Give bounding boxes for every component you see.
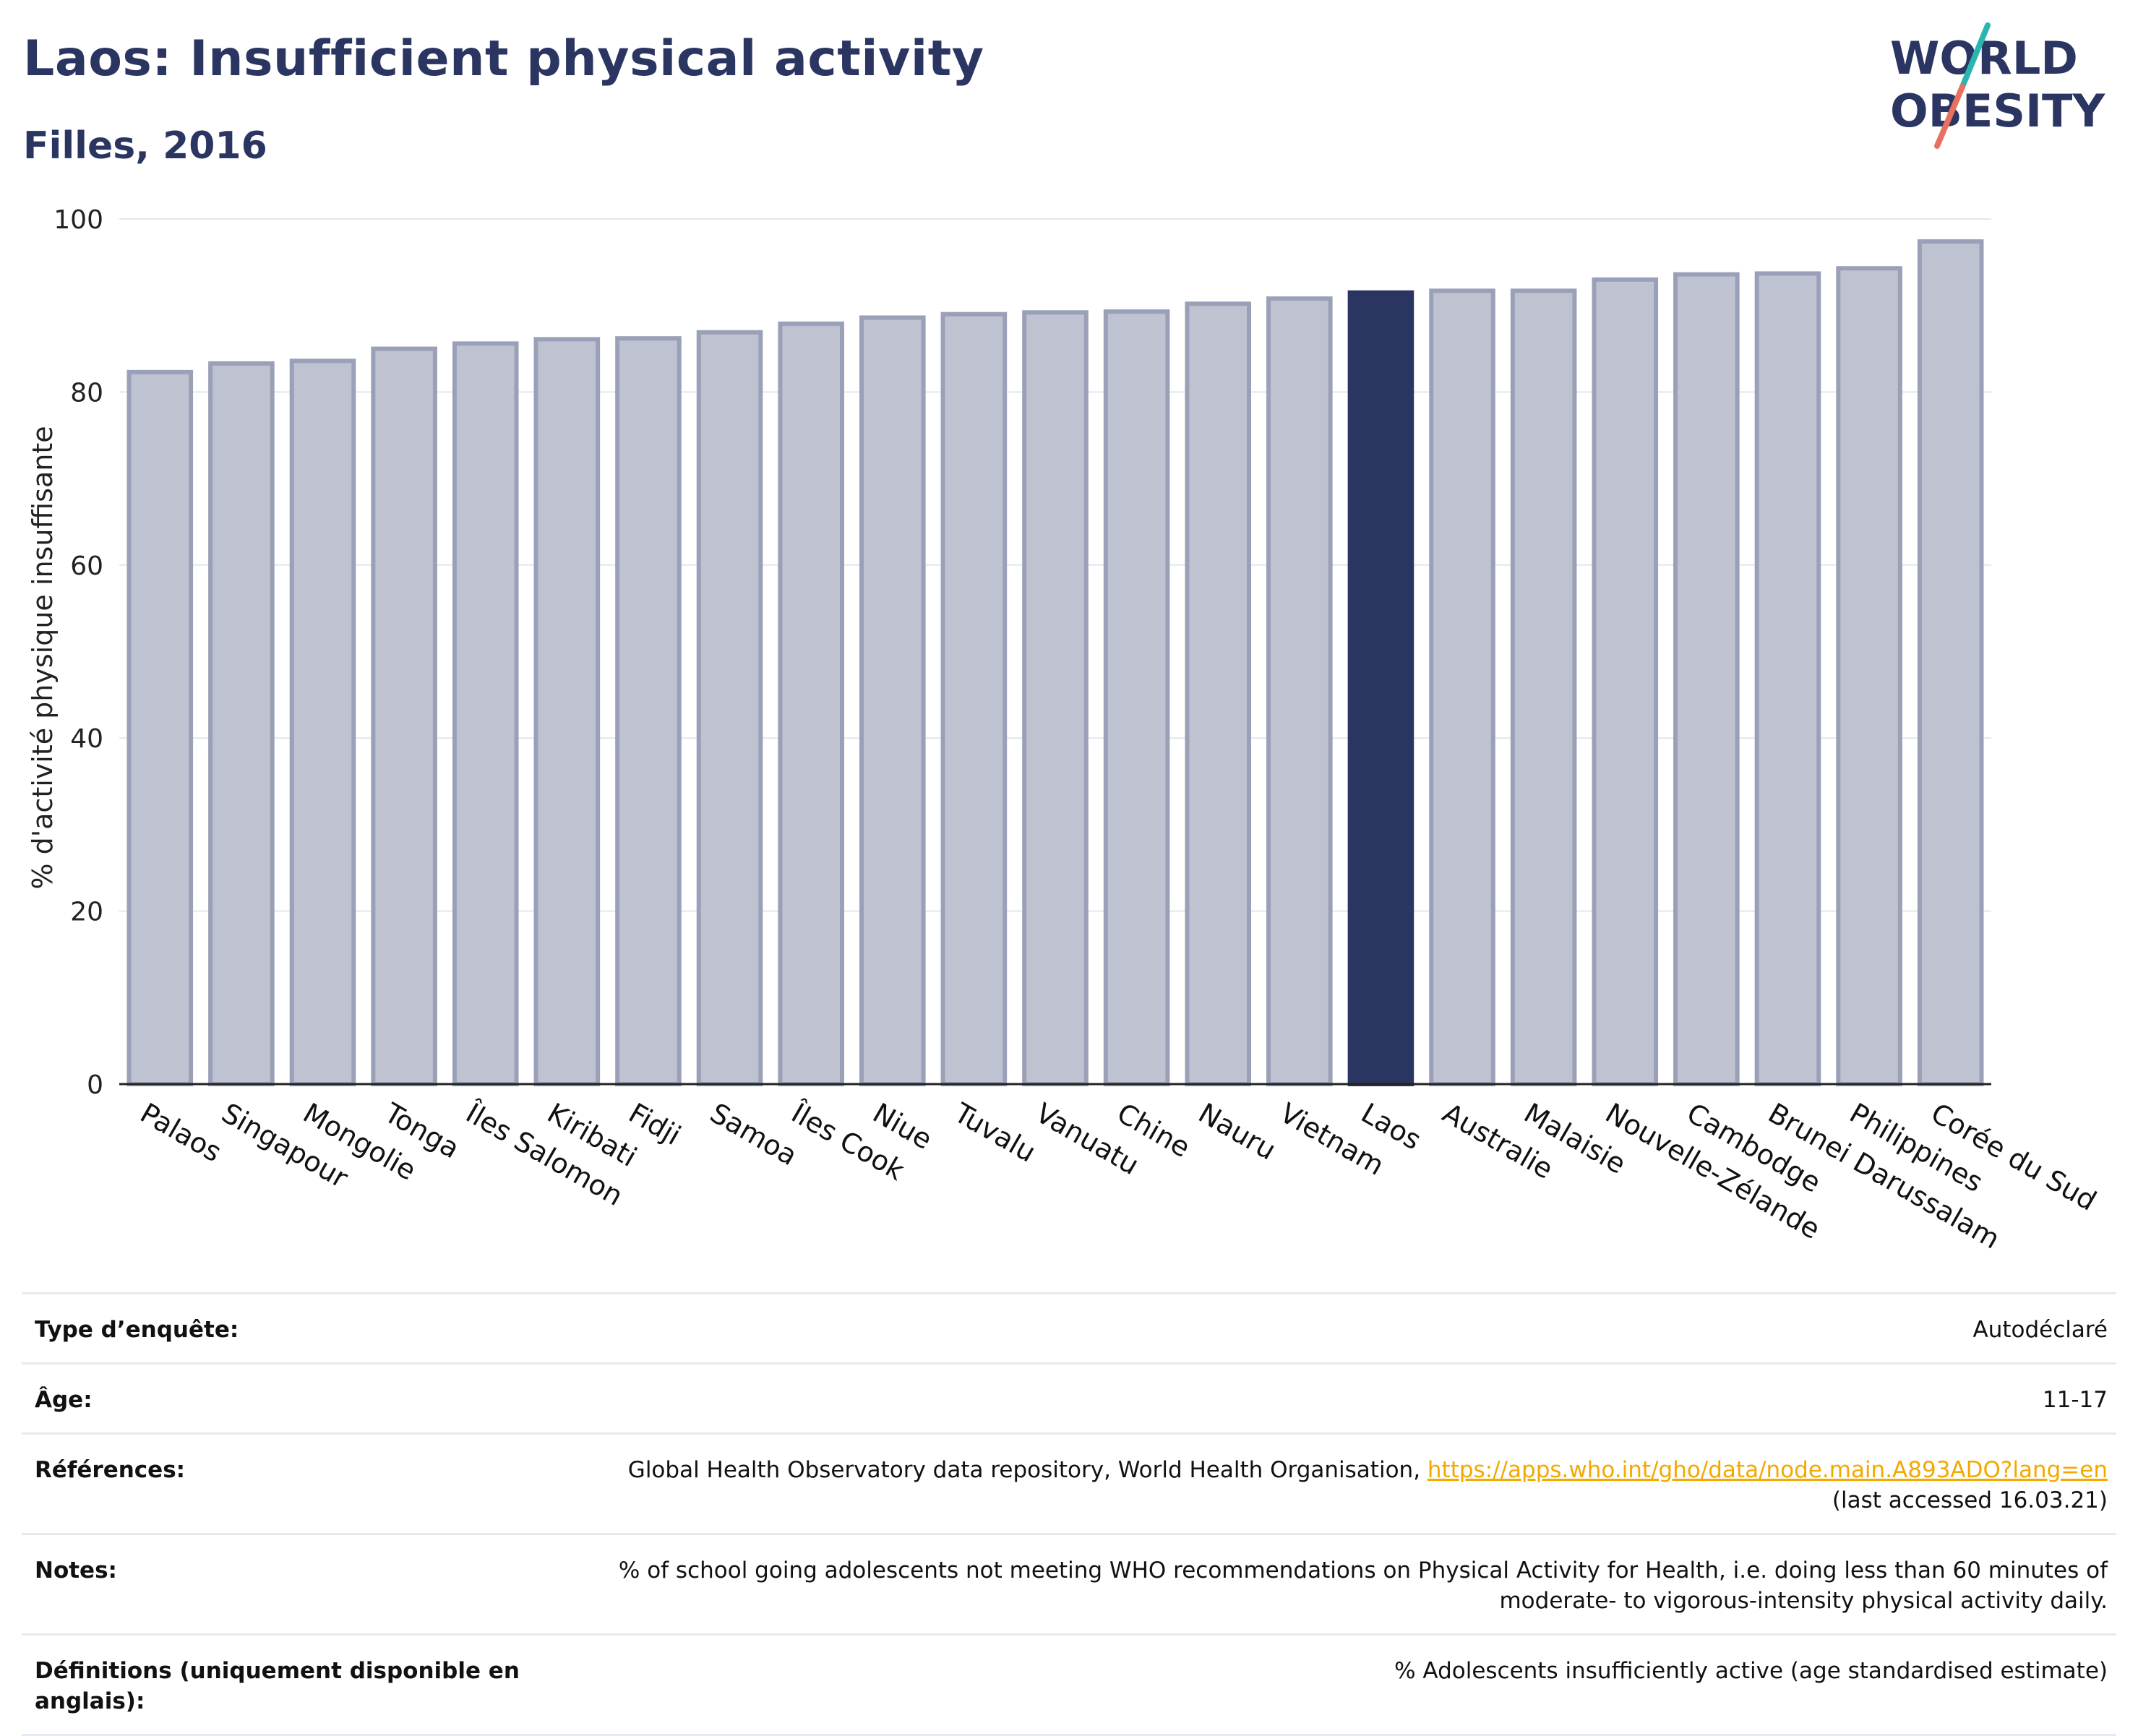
bar	[1510, 288, 1577, 1087]
meta-row-survey: Type d’enquête: Autodéclaré	[22, 1292, 2116, 1362]
bar-chart: 020406080100PalaosSingapourMongolieTonga…	[27, 205, 2102, 1255]
meta-row-references: Références: Global Health Observatory da…	[22, 1432, 2116, 1533]
x-tick-label: Nauru	[1193, 1097, 1281, 1166]
y-axis-label: % d'activité physique insuffisante	[27, 426, 59, 889]
x-tick-label: Palaos	[135, 1097, 227, 1169]
bar	[1592, 277, 1659, 1086]
bar	[1266, 296, 1333, 1086]
meta-row-notes: Notes: % of school going adolescents not…	[22, 1533, 2116, 1633]
survey-label: Type d’enquête:	[35, 1317, 239, 1343]
bar	[452, 341, 519, 1086]
bar	[126, 369, 194, 1086]
bar	[533, 337, 601, 1086]
definitions-value: % Adolescents insufficiently active (age…	[1394, 1658, 2108, 1684]
chart-title: Laos: Insufficient physical activity	[23, 30, 984, 87]
y-tick-label: 0	[87, 1070, 103, 1100]
definitions-label: Définitions (uniquement disponible en an…	[35, 1658, 520, 1714]
age-label: Âge:	[35, 1387, 93, 1413]
references-link[interactable]: https://apps.who.int/gho/data/node.main.…	[1427, 1457, 2108, 1483]
logo-slash-coral	[1934, 84, 1965, 149]
metadata-table: Type d’enquête: Autodéclaré Âge: 11-17 R…	[22, 1292, 2116, 1736]
bar-highlight	[1347, 290, 1414, 1086]
bar	[1673, 272, 1740, 1086]
y-tick-label: 20	[70, 898, 103, 927]
bar	[615, 336, 682, 1086]
bar	[778, 321, 844, 1086]
bar	[696, 330, 763, 1086]
bar	[289, 358, 356, 1087]
bar	[208, 361, 275, 1086]
y-tick-label: 100	[53, 205, 103, 235]
meta-row-definitions: Définitions (uniquement disponible en an…	[22, 1633, 2116, 1736]
references-label: Références:	[35, 1457, 186, 1483]
survey-value: Autodéclaré	[1972, 1317, 2108, 1343]
y-tick-label: 60	[70, 551, 103, 581]
logo-slash-teal	[1959, 22, 1991, 90]
bar	[1429, 288, 1495, 1087]
references-text: Global Health Observatory data repositor…	[627, 1457, 1428, 1483]
bar	[1022, 310, 1089, 1086]
notes-label: Notes:	[35, 1557, 117, 1584]
bar	[1185, 301, 1252, 1086]
meta-row-age: Âge: 11-17	[22, 1362, 2116, 1432]
bars-layer	[126, 239, 1984, 1087]
references-accessed: (last accessed 16.03.21)	[1832, 1487, 2108, 1513]
world-obesity-logo: WORLD OBESITY	[1890, 22, 2105, 149]
bar	[1917, 239, 1984, 1087]
references-value: Global Health Observatory data repositor…	[628, 1455, 2108, 1516]
x-tick-label: Samoa	[705, 1097, 802, 1172]
logo-obesity-text: OBESITY	[1890, 85, 2105, 137]
bar	[940, 311, 1008, 1086]
notes-value: % of school going adolescents not meetin…	[618, 1557, 2108, 1614]
bar	[1103, 309, 1170, 1087]
y-tick-label: 80	[70, 378, 103, 408]
bar	[1754, 271, 1821, 1086]
bar	[859, 315, 926, 1086]
age-value: 11-17	[2042, 1387, 2108, 1413]
bar	[1836, 266, 1902, 1086]
bar	[371, 346, 437, 1086]
y-tick-label: 40	[70, 724, 103, 754]
x-tick-label: Tuvalu	[948, 1096, 1041, 1169]
chart-subtitle: Filles, 2016	[23, 124, 267, 168]
